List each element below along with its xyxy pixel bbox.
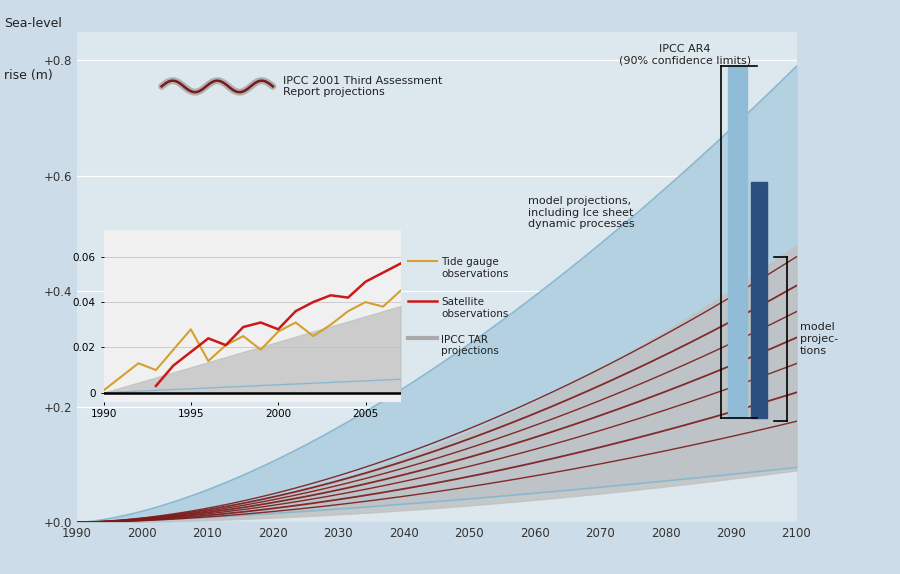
- Text: Sea-level: Sea-level: [4, 17, 62, 30]
- Text: model projections,
including Ice sheet
dynamic processes: model projections, including Ice sheet d…: [528, 196, 634, 230]
- Text: Tide gauge
observations: Tide gauge observations: [441, 257, 508, 279]
- Text: rise (m): rise (m): [4, 69, 53, 82]
- Text: Satellite
observations: Satellite observations: [441, 297, 508, 319]
- Bar: [751, 182, 767, 418]
- Text: model
projec-
tions: model projec- tions: [800, 323, 838, 356]
- Text: IPCC AR4
(90% confidence limits): IPCC AR4 (90% confidence limits): [619, 44, 751, 65]
- Bar: [728, 66, 747, 418]
- Text: IPCC 2001 Third Assessment
Report projections: IPCC 2001 Third Assessment Report projec…: [283, 76, 442, 97]
- Text: IPCC TAR
projections: IPCC TAR projections: [441, 335, 499, 356]
